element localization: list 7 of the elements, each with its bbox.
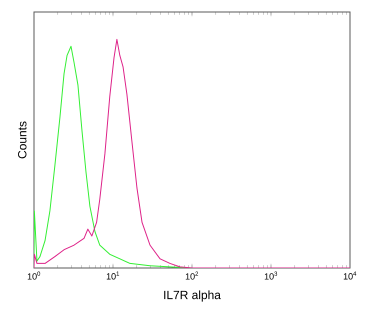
x-axis-title: IL7R alpha (164, 290, 221, 302)
x-tick-label: 10$^{1}$ (106, 272, 120, 280)
x-tick-label: 10$^{3}$ (264, 272, 278, 280)
x-tick-label: 10$^{4}$ (344, 272, 356, 280)
x-tick-label: 10$^{2}$ (186, 272, 198, 280)
x-tick-label: 10$^{0}$ (28, 272, 40, 280)
y-axis-title: Counts (18, 121, 26, 158)
